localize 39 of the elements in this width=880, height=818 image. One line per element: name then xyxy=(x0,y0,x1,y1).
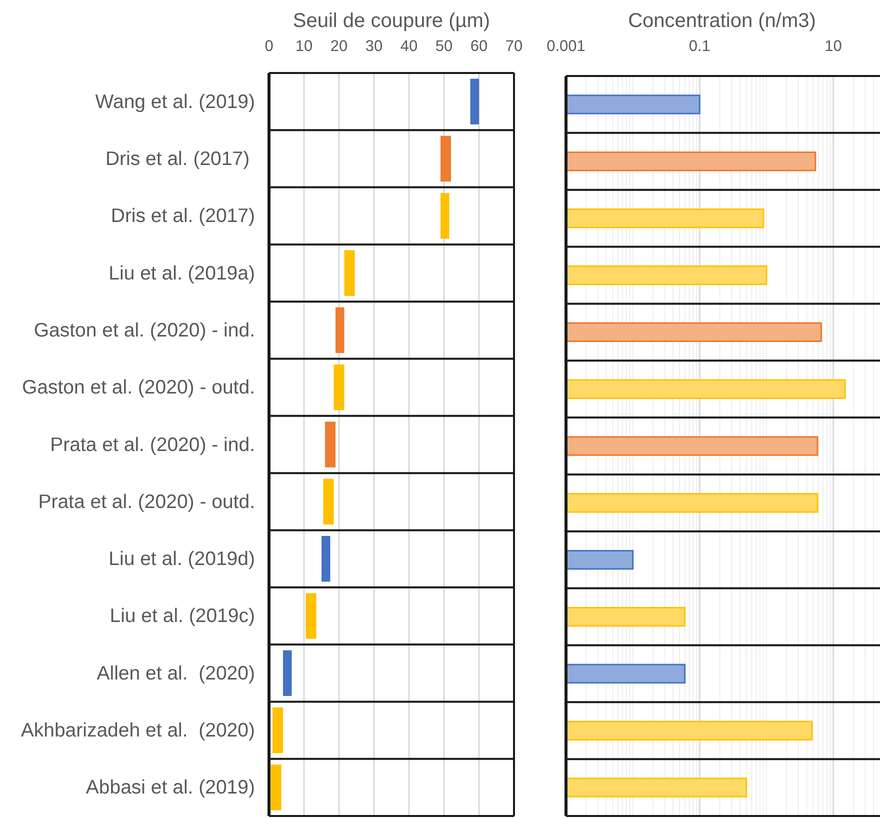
y-tick-label: Liu et al. (2019a) xyxy=(108,262,255,284)
bar xyxy=(283,650,292,696)
bar xyxy=(470,78,479,124)
x-tick-label: 30 xyxy=(365,38,383,55)
y-tick-label: Liu et al. (2019c) xyxy=(110,605,255,628)
x-tick-label: 40 xyxy=(400,38,418,55)
bar xyxy=(270,764,282,810)
y-tick-label: Dris et al. (2017) xyxy=(110,205,255,228)
x-tick-label: 60 xyxy=(470,38,488,55)
bar xyxy=(272,707,283,754)
x-tick-label: 50 xyxy=(435,38,453,55)
bar xyxy=(322,536,330,582)
bar xyxy=(306,593,316,639)
y-tick-label: Abbasi et al. (2019) xyxy=(86,776,255,799)
x-tick-label: 0.1 xyxy=(688,38,710,55)
x-axis-title: Concentration (n/m3) xyxy=(628,10,816,32)
y-tick-label: Gaston et al. (2020) - outd. xyxy=(22,376,255,399)
bar xyxy=(325,422,336,468)
x-tick-label: 0.001 xyxy=(546,38,586,55)
y-tick-label: Allen et al. (2020) xyxy=(96,662,255,684)
x-axis-title: Seuil de coupure (µm) xyxy=(292,10,490,32)
x-tick-label: 10 xyxy=(824,38,842,55)
y-tick-label: Prata et al. (2020) - outd. xyxy=(38,490,255,513)
bar xyxy=(344,250,355,296)
y-tick-label: Wang et al. (2019) xyxy=(95,90,255,113)
bar xyxy=(334,364,344,410)
x-tick-label: 0 xyxy=(264,38,274,55)
y-tick-label: Liu et al. (2019d) xyxy=(108,548,255,570)
x-tick-label: 20 xyxy=(330,38,348,55)
bar xyxy=(440,193,450,239)
x-tick-label: 70 xyxy=(505,38,523,55)
bar xyxy=(323,478,334,525)
y-tick-label: Akhbarizadeh et al. (2020) xyxy=(20,720,255,742)
y-tick-label: Dris et al. (2017) xyxy=(105,148,255,170)
bar xyxy=(336,307,344,354)
bar xyxy=(440,136,451,182)
y-tick-label: Prata et al. (2020) - ind. xyxy=(50,434,255,456)
y-tick-label: Gaston et al. (2020) - ind. xyxy=(34,319,255,342)
x-tick-label: 10 xyxy=(295,38,313,55)
